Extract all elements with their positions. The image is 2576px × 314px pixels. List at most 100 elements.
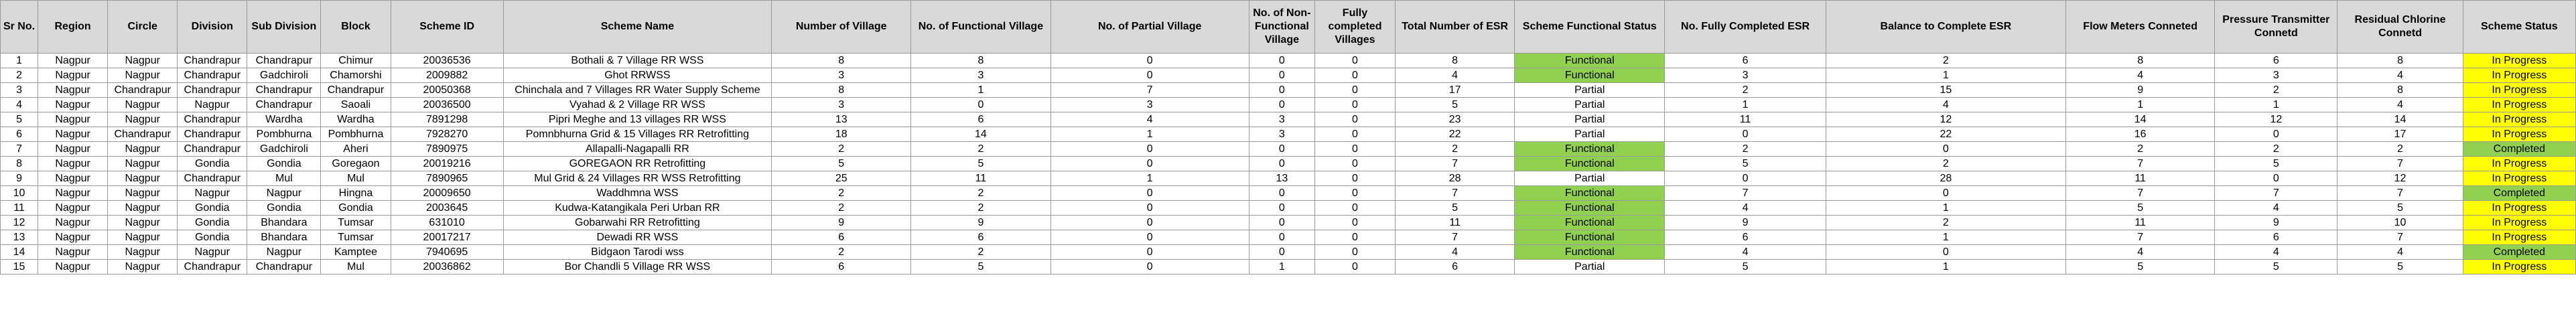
- cell-balance-esr[interactable]: 2: [1825, 156, 2067, 171]
- cell-circle[interactable]: Nagpur: [107, 215, 178, 230]
- cell-total-esr[interactable]: 4: [1395, 68, 1515, 83]
- column-header-residual-chlorine[interactable]: Residual Chlorine Connetd: [2337, 0, 2463, 54]
- cell-fully-completed-villages[interactable]: 0: [1314, 215, 1396, 230]
- cell-scheme-id[interactable]: 20017217: [390, 230, 504, 245]
- cell-total-esr[interactable]: 17: [1395, 82, 1515, 98]
- cell-fully-completed-esr[interactable]: 4: [1664, 200, 1826, 216]
- cell-fully-completed-villages[interactable]: 0: [1314, 156, 1396, 171]
- cell-flow-meters[interactable]: 5: [2065, 200, 2216, 216]
- cell-sr-no[interactable]: 5: [0, 112, 39, 127]
- cell-non-functional-village[interactable]: 0: [1248, 141, 1315, 157]
- cell-block[interactable]: Tumsar: [320, 215, 391, 230]
- cell-sub-division[interactable]: Nagpur: [247, 244, 322, 260]
- cell-balance-esr[interactable]: 28: [1825, 171, 2067, 186]
- cell-scheme-id[interactable]: 7890975: [390, 141, 504, 157]
- cell-region[interactable]: Nagpur: [38, 200, 109, 216]
- cell-number-of-village[interactable]: 5: [771, 156, 912, 171]
- cell-sub-division[interactable]: Nagpur: [247, 185, 322, 201]
- column-header-division[interactable]: Division: [177, 0, 248, 54]
- cell-total-esr[interactable]: 28: [1395, 171, 1515, 186]
- cell-pressure-transmitter[interactable]: 0: [2214, 127, 2338, 142]
- cell-region[interactable]: Nagpur: [38, 127, 109, 142]
- cell-region[interactable]: Nagpur: [38, 171, 109, 186]
- cell-sub-division[interactable]: Wardha: [247, 112, 322, 127]
- cell-scheme-id[interactable]: 2003645: [390, 200, 504, 216]
- cell-fully-completed-villages[interactable]: 0: [1314, 244, 1396, 260]
- cell-scheme-id[interactable]: 7940695: [390, 244, 504, 260]
- cell-functional-village[interactable]: 0: [910, 97, 1051, 112]
- cell-scheme-functional-status[interactable]: Partial: [1514, 171, 1666, 186]
- cell-non-functional-village[interactable]: 0: [1248, 185, 1315, 201]
- cell-scheme-id[interactable]: 20036536: [390, 53, 504, 68]
- column-header-region[interactable]: Region: [38, 0, 109, 54]
- column-header-functional-village[interactable]: No. of Functional Village: [910, 0, 1051, 54]
- cell-circle[interactable]: Nagpur: [107, 200, 178, 216]
- cell-fully-completed-esr[interactable]: 5: [1664, 156, 1826, 171]
- cell-fully-completed-esr[interactable]: 2: [1664, 82, 1826, 98]
- cell-sub-division[interactable]: Gondia: [247, 200, 322, 216]
- cell-functional-village[interactable]: 14: [910, 127, 1051, 142]
- column-header-block[interactable]: Block: [320, 0, 391, 54]
- cell-total-esr[interactable]: 11: [1395, 215, 1515, 230]
- cell-division[interactable]: Chandrapur: [177, 68, 248, 83]
- cell-pressure-transmitter[interactable]: 0: [2214, 171, 2338, 186]
- cell-block[interactable]: Pombhurna: [320, 127, 391, 142]
- cell-region[interactable]: Nagpur: [38, 230, 109, 245]
- cell-residual-chlorine[interactable]: 4: [2337, 97, 2463, 112]
- cell-scheme-functional-status[interactable]: Functional: [1514, 68, 1666, 83]
- cell-sub-division[interactable]: Chandrapur: [247, 259, 322, 274]
- cell-functional-village[interactable]: 11: [910, 171, 1051, 186]
- cell-sub-division[interactable]: Chandrapur: [247, 97, 322, 112]
- cell-fully-completed-villages[interactable]: 0: [1314, 230, 1396, 245]
- cell-total-esr[interactable]: 7: [1395, 185, 1515, 201]
- cell-partial-village[interactable]: 0: [1050, 185, 1249, 201]
- cell-block[interactable]: Mul: [320, 171, 391, 186]
- cell-partial-village[interactable]: 0: [1050, 68, 1249, 83]
- cell-fully-completed-villages[interactable]: 0: [1314, 68, 1396, 83]
- cell-number-of-village[interactable]: 2: [771, 185, 912, 201]
- cell-scheme-id[interactable]: 7890965: [390, 171, 504, 186]
- cell-block[interactable]: Kamptee: [320, 244, 391, 260]
- cell-scheme-status[interactable]: In Progress: [2462, 127, 2576, 142]
- cell-scheme-functional-status[interactable]: Functional: [1514, 244, 1666, 260]
- cell-non-functional-village[interactable]: 0: [1248, 156, 1315, 171]
- cell-partial-village[interactable]: 0: [1050, 141, 1249, 157]
- cell-block[interactable]: Chimur: [320, 53, 391, 68]
- cell-division[interactable]: Chandrapur: [177, 112, 248, 127]
- column-header-sub-division[interactable]: Sub Division: [247, 0, 322, 54]
- cell-fully-completed-esr[interactable]: 5: [1664, 259, 1826, 274]
- cell-scheme-functional-status[interactable]: Functional: [1514, 185, 1666, 201]
- cell-pressure-transmitter[interactable]: 4: [2214, 244, 2338, 260]
- cell-non-functional-village[interactable]: 0: [1248, 230, 1315, 245]
- cell-fully-completed-esr[interactable]: 6: [1664, 230, 1826, 245]
- cell-region[interactable]: Nagpur: [38, 185, 109, 201]
- table-row[interactable]: 5 Nagpur Nagpur Chandrapur Wardha Wardha 78912…: [0, 112, 2576, 127]
- cell-scheme-status[interactable]: Completed: [2462, 185, 2576, 201]
- cell-pressure-transmitter[interactable]: 2: [2214, 141, 2338, 157]
- cell-scheme-status[interactable]: Completed: [2462, 141, 2576, 157]
- cell-sub-division[interactable]: Chandrapur: [247, 53, 322, 68]
- cell-sub-division[interactable]: Gadchiroli: [247, 141, 322, 157]
- cell-fully-completed-villages[interactable]: 0: [1314, 200, 1396, 216]
- column-header-non-functional-village[interactable]: No. of Non-Functional Village: [1248, 0, 1315, 54]
- cell-residual-chlorine[interactable]: 8: [2337, 53, 2463, 68]
- cell-circle[interactable]: Nagpur: [107, 68, 178, 83]
- cell-non-functional-village[interactable]: 1: [1248, 259, 1315, 274]
- cell-scheme-name[interactable]: Bothali & 7 Village RR WSS: [502, 53, 772, 68]
- cell-partial-village[interactable]: 1: [1050, 127, 1249, 142]
- cell-pressure-transmitter[interactable]: 9: [2214, 215, 2338, 230]
- cell-region[interactable]: Nagpur: [38, 215, 109, 230]
- cell-total-esr[interactable]: 23: [1395, 112, 1515, 127]
- cell-functional-village[interactable]: 3: [910, 68, 1051, 83]
- cell-sub-division[interactable]: Pombhurna: [247, 127, 322, 142]
- cell-partial-village[interactable]: 0: [1050, 53, 1249, 68]
- cell-balance-esr[interactable]: 2: [1825, 53, 2067, 68]
- cell-scheme-status[interactable]: In Progress: [2462, 230, 2576, 245]
- cell-division[interactable]: Chandrapur: [177, 171, 248, 186]
- cell-region[interactable]: Nagpur: [38, 68, 109, 83]
- table-row[interactable]: 6 Nagpur Chandrapur Chandrapur Pombhurna Pomb…: [0, 127, 2576, 142]
- cell-scheme-name[interactable]: Mul Grid & 24 Villages RR WSS Retrofitti…: [502, 171, 772, 186]
- cell-balance-esr[interactable]: 4: [1825, 97, 2067, 112]
- cell-balance-esr[interactable]: 22: [1825, 127, 2067, 142]
- cell-scheme-id[interactable]: 7891298: [390, 112, 504, 127]
